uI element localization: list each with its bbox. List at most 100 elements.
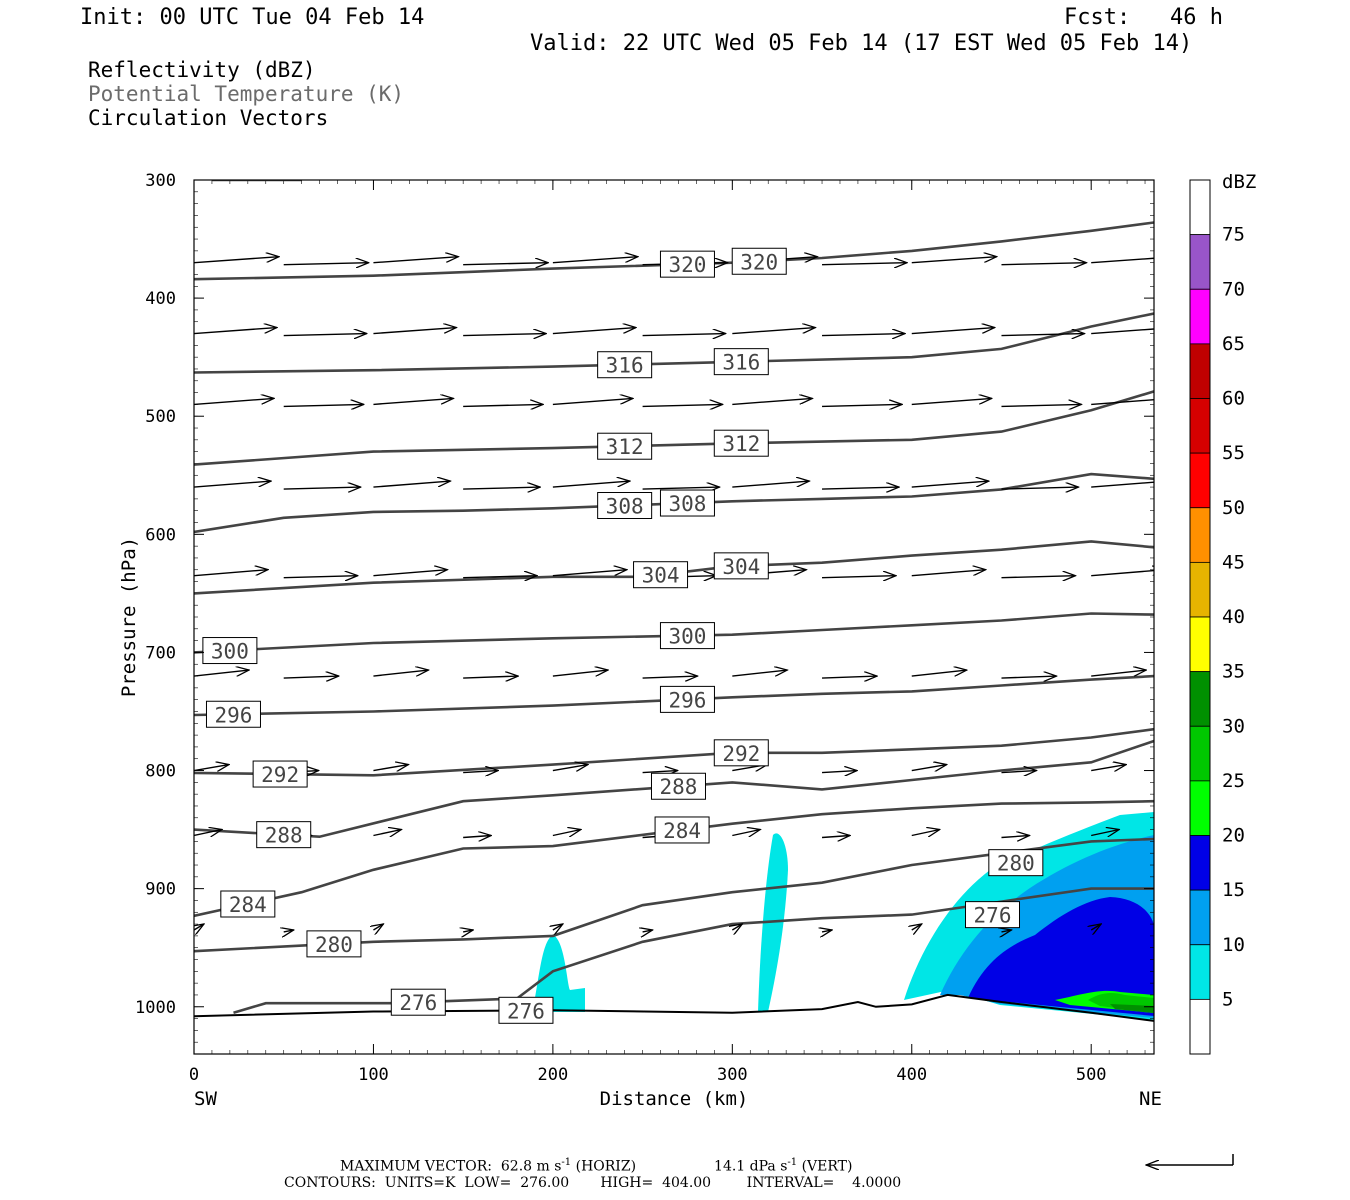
vector-arrow bbox=[283, 334, 367, 336]
svg-text:276: 276 bbox=[507, 999, 545, 1023]
vector-arrow bbox=[373, 765, 408, 771]
vector-arrow bbox=[283, 263, 369, 265]
svg-text:312: 312 bbox=[606, 435, 644, 459]
vector-arrow bbox=[373, 481, 450, 488]
vector-arrow bbox=[912, 924, 922, 930]
vector-arrow bbox=[463, 404, 543, 406]
colorbar-segment bbox=[1189, 725, 1211, 782]
vector-arrow bbox=[194, 481, 271, 488]
colorbar-segment bbox=[1189, 288, 1211, 345]
plot-frame bbox=[193, 179, 1155, 1055]
vector-arrow bbox=[911, 670, 967, 677]
x-tick-label: 500 bbox=[1076, 1065, 1107, 1085]
isentrope-label-304: 304 bbox=[633, 561, 689, 589]
isentrope-label-316: 316 bbox=[713, 348, 769, 376]
colorbar-label: 5 bbox=[1222, 988, 1233, 1010]
vector-arrow bbox=[1001, 487, 1078, 489]
vector-arrow bbox=[732, 398, 812, 406]
vector-arrow bbox=[1091, 398, 1154, 406]
vector-arrow bbox=[642, 771, 678, 773]
svg-text:284: 284 bbox=[229, 893, 267, 917]
vector-arrow bbox=[283, 404, 364, 406]
isentrope-label-316: 316 bbox=[597, 351, 653, 379]
vector-arrow bbox=[373, 328, 456, 335]
isentrope-label-320: 320 bbox=[659, 250, 715, 278]
colorbar-label: 50 bbox=[1222, 497, 1245, 519]
vector-arrow bbox=[194, 924, 204, 930]
isentrope-label-292: 292 bbox=[252, 760, 308, 788]
vector-arrow bbox=[194, 398, 274, 406]
vector-arrow bbox=[822, 930, 832, 932]
isentrope-label-280: 280 bbox=[306, 930, 362, 958]
svg-text:288: 288 bbox=[660, 775, 698, 799]
colorbar-segment bbox=[1189, 616, 1211, 673]
svg-text:280: 280 bbox=[315, 933, 353, 957]
isentrope-300 bbox=[194, 612, 1154, 654]
max-vector-horiz-tag: (HORIZ) bbox=[571, 1158, 637, 1175]
vector-arrow bbox=[194, 570, 268, 577]
vector-arrow bbox=[732, 830, 760, 836]
svg-text:300: 300 bbox=[211, 640, 249, 664]
vector-arrow bbox=[552, 328, 636, 335]
isentrope-288 bbox=[194, 739, 1154, 839]
vector-arrow bbox=[283, 487, 361, 489]
y-tick-label: 600 bbox=[145, 525, 176, 545]
isentrope-284 bbox=[194, 799, 1154, 918]
vector-arrow bbox=[911, 398, 992, 406]
svg-text:320: 320 bbox=[740, 250, 778, 274]
isentrope-label-284: 284 bbox=[220, 890, 276, 918]
vector-arrow bbox=[732, 328, 815, 335]
isentrope-label-296: 296 bbox=[659, 685, 715, 713]
vector-arrow bbox=[1091, 481, 1154, 488]
axis-ticks: 0 100 200 300 400 500 300 400 500 600 700 800 900 100… bbox=[135, 171, 1154, 1085]
y-tick-label: 800 bbox=[145, 762, 176, 782]
vector-arrow bbox=[642, 404, 723, 406]
colorbar-label: 55 bbox=[1222, 442, 1245, 464]
isentrope-label-292: 292 bbox=[713, 739, 769, 767]
x-axis-label: Distance (km) bbox=[600, 1088, 749, 1110]
vector-arrow bbox=[552, 481, 630, 488]
colorbar: 5 10 15 20 25 30 35 40 45 50 55 60 65 70 75 bbox=[1189, 179, 1245, 1055]
svg-text:296: 296 bbox=[215, 703, 253, 727]
svg-text:308: 308 bbox=[606, 495, 644, 519]
isentrope-label-276: 276 bbox=[498, 996, 554, 1024]
svg-text:316: 316 bbox=[722, 351, 760, 375]
vector-arrow bbox=[553, 924, 563, 930]
isentrope-296 bbox=[194, 674, 1154, 717]
max-vector-vert-tag: (VERT) bbox=[797, 1158, 853, 1175]
vector-arrow bbox=[1091, 570, 1154, 577]
svg-text:276: 276 bbox=[399, 991, 437, 1015]
sw-label: SW bbox=[194, 1088, 217, 1110]
circulation-vectors bbox=[194, 257, 1154, 932]
vector-arrow bbox=[1001, 676, 1056, 678]
vector-arrow bbox=[283, 676, 339, 678]
vector-arrow bbox=[284, 930, 294, 932]
svg-text:292: 292 bbox=[722, 742, 760, 766]
colorbar-label: 25 bbox=[1222, 770, 1245, 792]
isentrope-label-312: 312 bbox=[597, 432, 653, 460]
vector-arrow bbox=[552, 765, 588, 771]
isentrope-label-288: 288 bbox=[650, 772, 706, 800]
y-tick-label: 700 bbox=[145, 643, 176, 663]
vector-arrow bbox=[463, 263, 548, 265]
vector-arrow bbox=[373, 570, 447, 577]
colorbar-segment bbox=[1189, 234, 1211, 290]
colorbar-label: 30 bbox=[1222, 715, 1245, 737]
vector-arrow bbox=[732, 481, 809, 488]
vector-arrow bbox=[1091, 257, 1154, 264]
colorbar-segment bbox=[1189, 398, 1211, 454]
vector-arrow bbox=[463, 676, 518, 678]
vector-arrow bbox=[1001, 576, 1075, 578]
x-tick-label: 200 bbox=[538, 1065, 569, 1085]
vector-arrow bbox=[1091, 670, 1146, 677]
vector-arrow bbox=[821, 836, 850, 838]
vector-arrow bbox=[642, 487, 720, 489]
ne-label: NE bbox=[1139, 1088, 1162, 1110]
vector-arrow bbox=[1091, 765, 1126, 771]
isentrope-320 bbox=[194, 221, 1154, 281]
x-tick-label: 0 bbox=[189, 1065, 199, 1085]
isentrope-label-284: 284 bbox=[654, 816, 710, 844]
vector-arrow bbox=[194, 670, 249, 677]
colorbar-segment bbox=[1189, 343, 1211, 399]
